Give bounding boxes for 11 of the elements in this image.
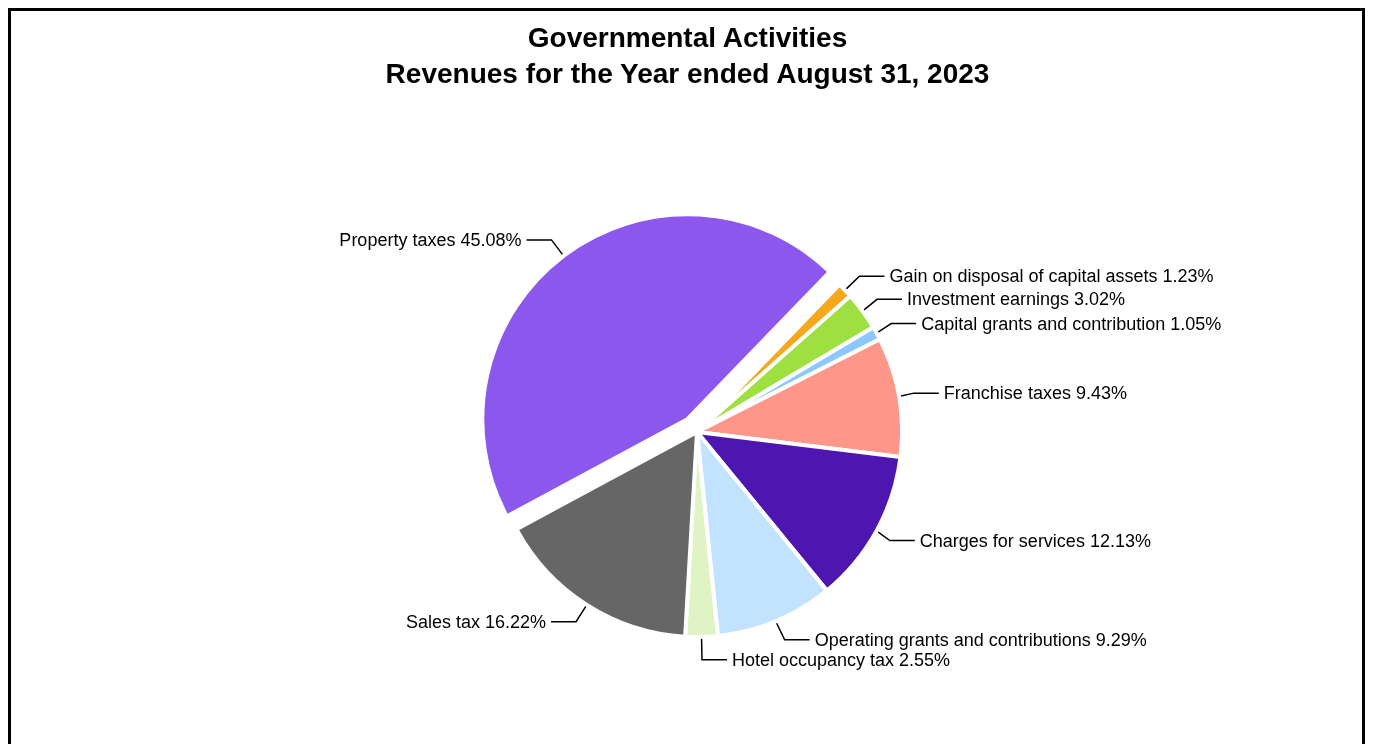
slice-label: Gain on disposal of capital assets 1.23% — [889, 266, 1214, 287]
slice-label: Property taxes 45.08% — [339, 229, 522, 250]
slice-label: Sales tax 16.22% — [405, 611, 547, 632]
slice-label: Operating grants and contributions 9.29% — [814, 629, 1147, 650]
slice-label: Hotel occupancy tax 2.55% — [731, 649, 951, 670]
slice-label: Charges for services 12.13% — [919, 530, 1151, 551]
chart-title: Governmental Activities — [527, 21, 848, 53]
slice-label: Investment earnings 3.02% — [906, 289, 1126, 310]
slice-label: Franchise taxes 9.43% — [943, 383, 1127, 404]
chart-subtitle: Revenues for the Year ended August 31, 2023 — [385, 57, 990, 89]
slice-label: Capital grants and contribution 1.05% — [921, 313, 1222, 334]
